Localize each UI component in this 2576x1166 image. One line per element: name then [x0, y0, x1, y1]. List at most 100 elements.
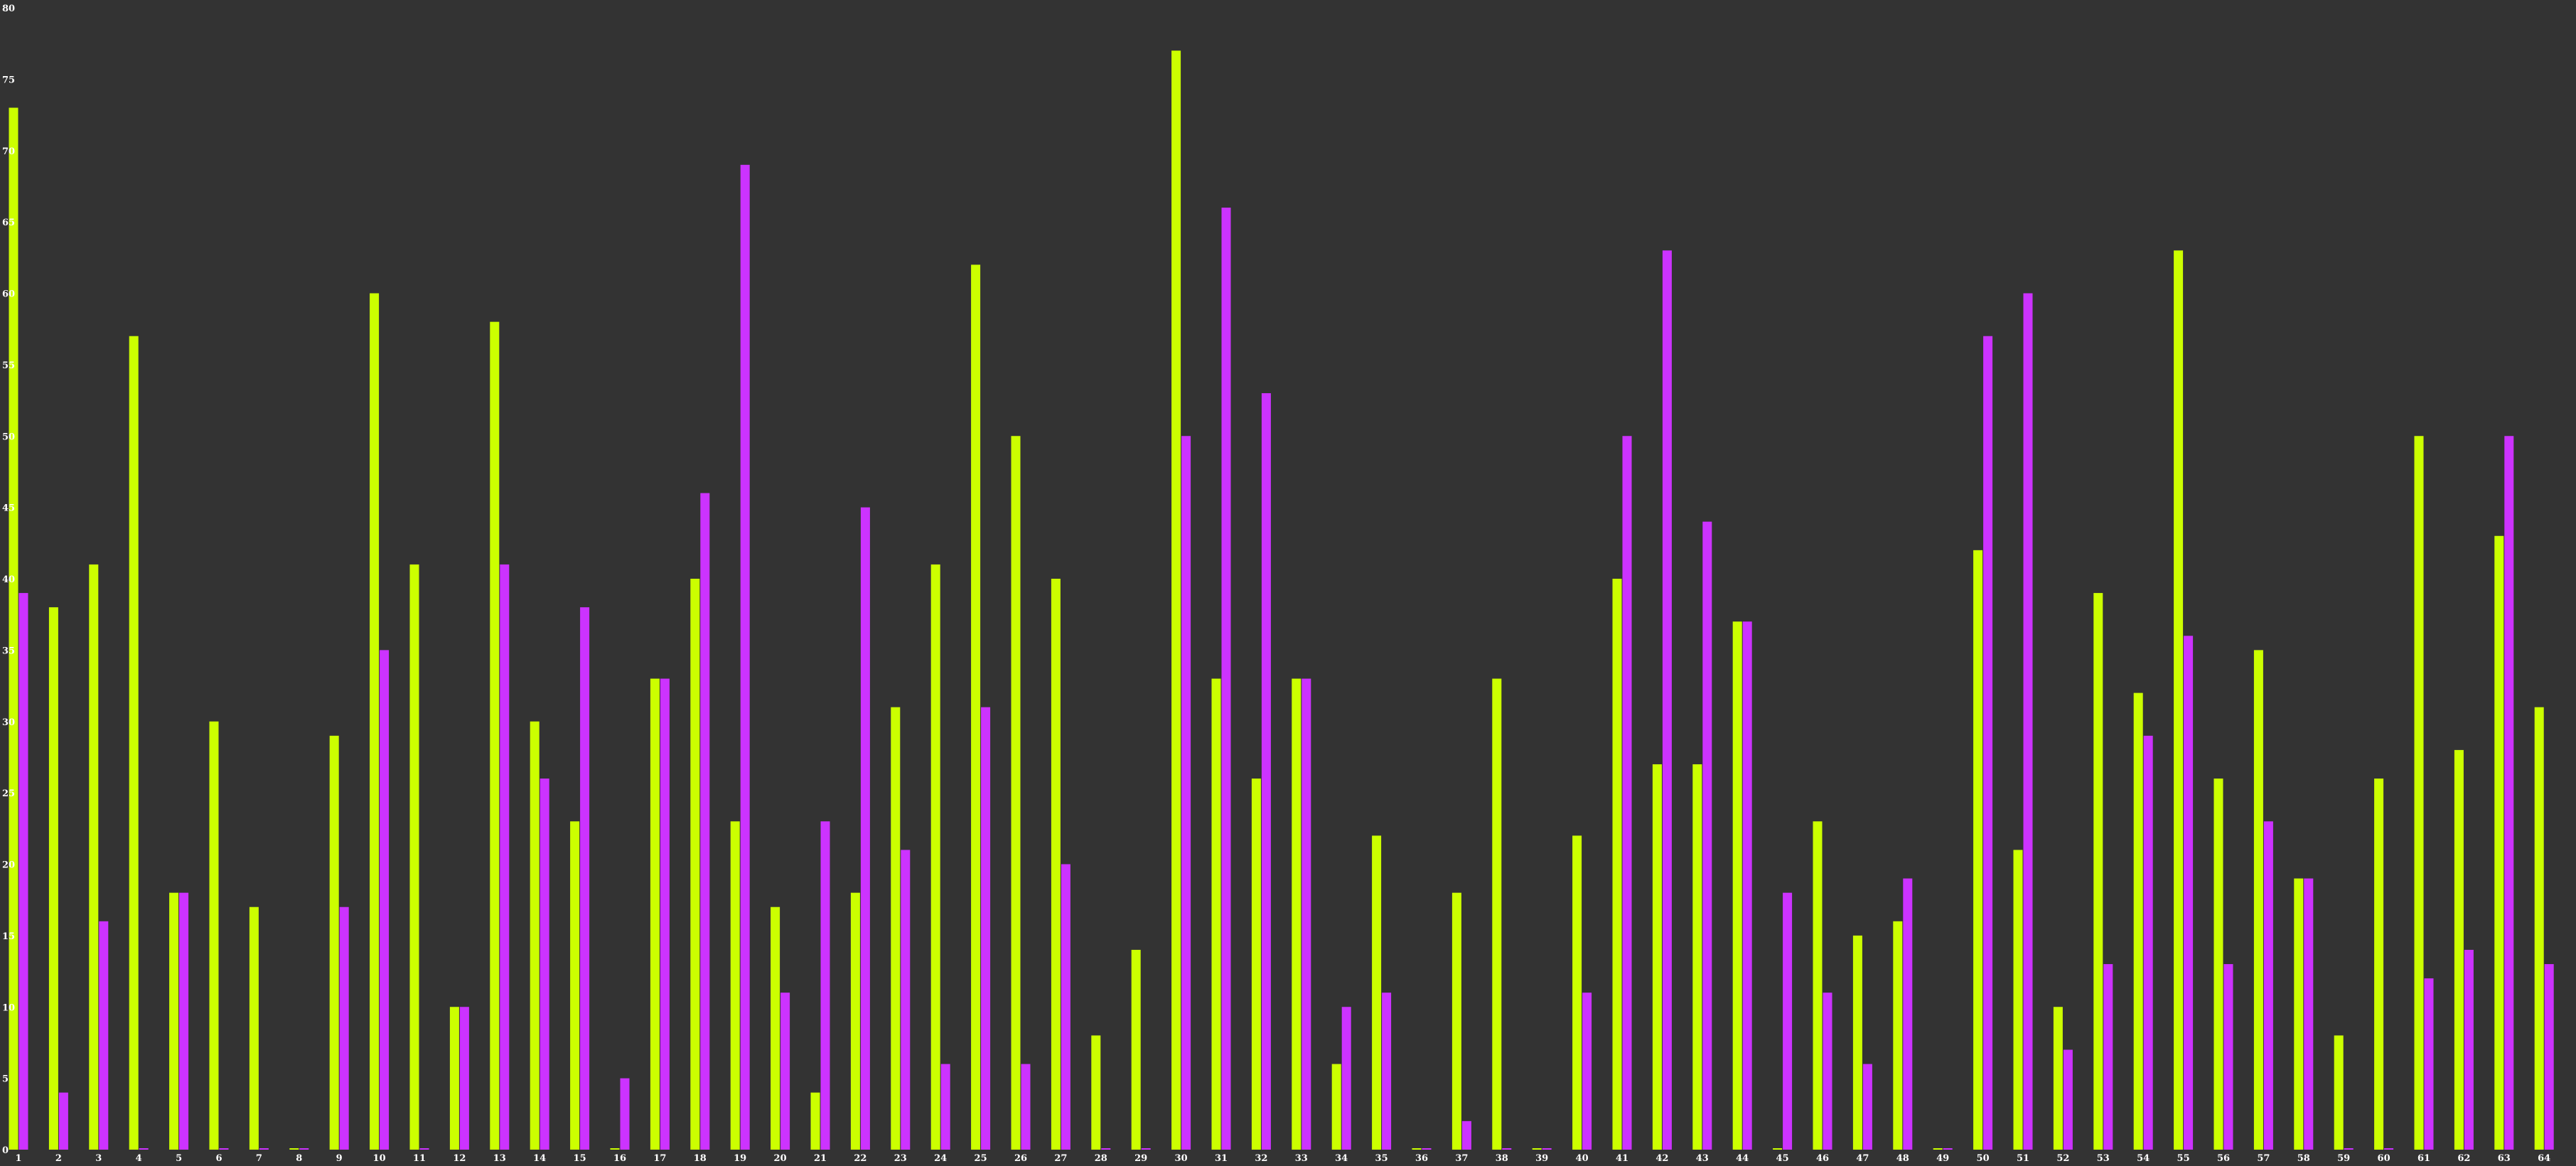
bar-series-1-cat-28	[1091, 1035, 1101, 1150]
x-tick-label: 60	[2378, 1153, 2390, 1164]
bar-series-2-cat-5	[179, 892, 189, 1150]
x-tick-label: 24	[934, 1153, 947, 1164]
x-tick-label: 13	[493, 1153, 506, 1164]
x-tick-label: 48	[1896, 1153, 1909, 1164]
bar-series-1-cat-37	[1451, 892, 1461, 1150]
bar-series-1-cat-34	[1331, 1064, 1341, 1150]
y-tick-label: 20	[2, 860, 15, 871]
bar-series-2-cat-25	[981, 707, 991, 1150]
bar-series-1-cat-24	[930, 564, 940, 1150]
y-tick-label: 40	[2, 574, 15, 585]
x-tick-label: 26	[1014, 1153, 1027, 1164]
bar-series-1-cat-17	[650, 678, 660, 1150]
x-tick-label: 46	[1816, 1153, 1829, 1164]
bar-series-2-cat-1	[18, 593, 28, 1150]
bar-series-1-cat-52	[2053, 1007, 2063, 1150]
bar-series-2-cat-7	[259, 1148, 269, 1150]
bar-series-1-cat-13	[490, 321, 500, 1150]
bar-series-2-cat-35	[1382, 993, 1392, 1150]
bar-series-1-cat-19	[730, 821, 740, 1150]
x-tick-label: 3	[95, 1153, 102, 1164]
bar-series-1-cat-33	[1292, 678, 1302, 1150]
x-tick-label: 62	[2457, 1153, 2470, 1164]
bar-series-1-cat-64	[2534, 707, 2544, 1150]
bar-series-2-cat-32	[1261, 393, 1271, 1150]
bar-series-1-cat-12	[449, 1007, 459, 1150]
x-tick-label: 42	[1655, 1153, 1668, 1164]
x-tick-label: 11	[413, 1153, 426, 1164]
y-tick-label: 80	[2, 4, 15, 14]
bar-series-2-cat-9	[339, 906, 349, 1150]
bar-series-2-cat-53	[2103, 964, 2113, 1150]
x-tick-label: 4	[136, 1153, 142, 1164]
x-tick-label: 2	[55, 1153, 62, 1164]
bar-series-2-cat-42	[1662, 250, 1672, 1150]
bar-series-1-cat-57	[2253, 650, 2263, 1150]
bar-series-1-cat-27	[1051, 579, 1061, 1150]
bar-series-1-cat-51	[2013, 850, 2023, 1150]
y-tick-label: 5	[2, 1074, 9, 1085]
x-tick-label: 16	[613, 1153, 626, 1164]
bar-series-2-cat-44	[1742, 621, 1752, 1150]
bar-series-1-cat-8	[289, 1148, 299, 1150]
bar-series-1-cat-32	[1251, 779, 1261, 1150]
x-tick-label: 28	[1095, 1153, 1107, 1164]
x-tick-label: 44	[1736, 1153, 1749, 1164]
bar-series-2-cat-51	[2023, 293, 2033, 1150]
bar-series-2-cat-33	[1302, 678, 1311, 1150]
y-axis-tick-labels: 0 5 10 15 20 25 30 35 40 45 50 55 60 65 70 75 80	[2, 4, 15, 1156]
bar-series-2-cat-19	[740, 164, 750, 1150]
bar-series-2-cat-10	[380, 650, 390, 1150]
bar-series-2-cat-52	[2063, 1049, 2073, 1150]
bar-series-1-cat-23	[891, 707, 901, 1150]
bar-series-1-cat-62	[2454, 749, 2464, 1150]
bar-series-2-cat-47	[1862, 1064, 1872, 1150]
x-tick-label: 64	[2538, 1153, 2550, 1164]
bar-series-1-cat-29	[1131, 949, 1141, 1150]
bar-series-1-cat-22	[850, 892, 860, 1150]
bar-series-1-cat-56	[2213, 779, 2223, 1150]
bar-series-1-cat-18	[690, 579, 700, 1150]
bar-series-1-cat-25	[971, 264, 981, 1150]
bar-series-1-cat-5	[169, 892, 179, 1150]
x-tick-label: 1	[15, 1153, 21, 1164]
x-tick-label: 18	[694, 1153, 707, 1164]
y-tick-label: 0	[2, 1145, 9, 1156]
x-tick-label: 31	[1215, 1153, 1228, 1164]
x-tick-label: 27	[1054, 1153, 1067, 1164]
bar-series-2-cat-59	[2344, 1148, 2354, 1150]
x-tick-label: 12	[453, 1153, 466, 1164]
bar-series-2-cat-12	[459, 1007, 469, 1150]
y-tick-label: 75	[2, 75, 15, 85]
x-tick-label: 14	[533, 1153, 546, 1164]
x-tick-label: 15	[574, 1153, 586, 1164]
bar-series-2-cat-45	[1783, 892, 1793, 1150]
bar-series-1-cat-31	[1211, 678, 1221, 1150]
bar-series-1-cat-14	[530, 721, 540, 1150]
bar-series-2-cat-24	[940, 1064, 950, 1150]
bar-series-1-cat-63	[2494, 535, 2504, 1150]
y-tick-label: 50	[2, 432, 15, 442]
bar-series-2-cat-49	[1943, 1148, 1953, 1150]
bar-series-2-cat-54	[2143, 735, 2153, 1150]
bar-series-1-cat-42	[1652, 764, 1662, 1150]
x-tick-label: 45	[1776, 1153, 1789, 1164]
x-tick-label: 7	[256, 1153, 262, 1164]
x-tick-label: 50	[1977, 1153, 1990, 1164]
bar-series-1-cat-30	[1171, 50, 1181, 1150]
bar-series-1-cat-6	[209, 721, 219, 1150]
bar-series-1-cat-59	[2334, 1035, 2344, 1150]
bar-series-2-cat-60	[2384, 1148, 2394, 1150]
bar-series-2-cat-8	[299, 1148, 309, 1150]
bar-series-1-cat-9	[329, 735, 339, 1150]
x-tick-label: 52	[2056, 1153, 2069, 1164]
x-tick-label: 32	[1255, 1153, 1267, 1164]
y-tick-label: 30	[2, 717, 15, 728]
x-tick-label: 40	[1576, 1153, 1589, 1164]
bar-series-1-cat-54	[2133, 692, 2143, 1150]
bar-series-1-cat-58	[2294, 878, 2304, 1150]
bar-series-1-cat-16	[610, 1148, 620, 1150]
x-tick-label: 20	[774, 1153, 787, 1164]
bar-series-1-cat-20	[771, 906, 780, 1150]
x-tick-label: 63	[2498, 1153, 2511, 1164]
